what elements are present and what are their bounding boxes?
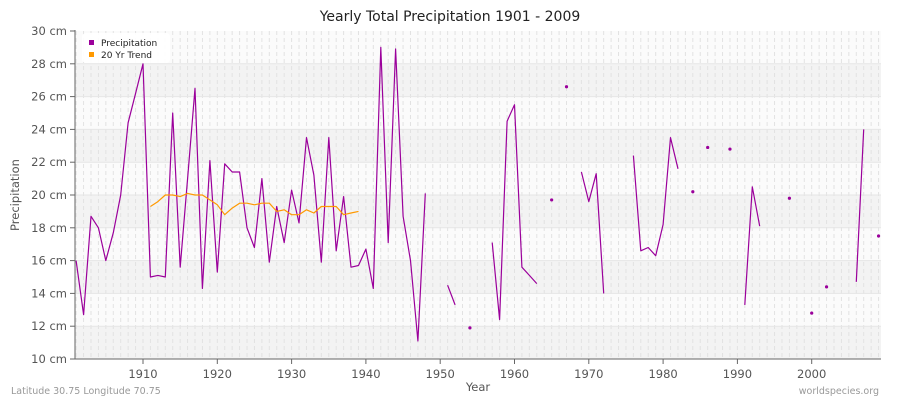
y-tick-label: 10 cm bbox=[31, 352, 67, 366]
x-tick-label: 1940 bbox=[351, 367, 380, 381]
legend-label-trend: 20 Yr Trend bbox=[101, 51, 152, 61]
data-point bbox=[810, 311, 814, 315]
data-point bbox=[468, 326, 472, 330]
data-point bbox=[787, 196, 792, 200]
x-tick-label: 1920 bbox=[203, 367, 232, 381]
data-line bbox=[491, 104, 538, 321]
data-line bbox=[855, 129, 865, 282]
axes: 10 cm 12 cm 14 cm 16 cm 18 cm 20 cm 22 cm 24 cm… bbox=[31, 24, 881, 381]
chart-title: Yearly Total Precipitation 1901 - 2009 bbox=[319, 9, 581, 25]
y-tick-label: 24 cm bbox=[31, 122, 67, 136]
x-tick-label: 2000 bbox=[797, 367, 826, 381]
series-precipitation bbox=[75, 46, 881, 342]
y-tick-label: 30 cm bbox=[31, 24, 67, 38]
y-tick-label: 16 cm bbox=[31, 254, 67, 268]
data-line bbox=[632, 137, 679, 257]
x-tick-label: 1970 bbox=[574, 367, 603, 381]
footer-source: worldspecies.org bbox=[799, 386, 879, 397]
data-line bbox=[75, 46, 426, 342]
data-point bbox=[564, 85, 569, 89]
data-line bbox=[447, 284, 456, 306]
data-series bbox=[75, 46, 881, 342]
data-point bbox=[728, 147, 732, 151]
legend-box bbox=[82, 33, 170, 63]
data-point bbox=[876, 234, 881, 238]
data-point bbox=[706, 145, 710, 150]
data-line bbox=[744, 186, 761, 305]
y-tick-label: 14 cm bbox=[31, 286, 67, 300]
footer-coordinates: Latitude 30.75 Longitude 70.75 bbox=[11, 386, 161, 397]
legend-swatch-precipitation bbox=[89, 40, 94, 45]
x-tick-label: 1910 bbox=[128, 367, 157, 381]
y-tick-label: 28 cm bbox=[31, 57, 67, 71]
y-tick-label: 20 cm bbox=[31, 188, 67, 202]
data-point bbox=[824, 285, 829, 289]
data-line bbox=[150, 192, 359, 216]
x-tick-label: 1950 bbox=[426, 367, 455, 381]
y-tick-label: 12 cm bbox=[31, 319, 67, 333]
x-tick-label: 1990 bbox=[723, 367, 752, 381]
data-line bbox=[580, 171, 605, 294]
x-tick-label: 1980 bbox=[648, 367, 677, 381]
y-tick-label: 26 cm bbox=[31, 90, 67, 104]
legend-swatch-trend bbox=[89, 52, 94, 57]
legend: Precipitation 20 Yr Trend bbox=[82, 33, 170, 63]
data-point bbox=[691, 190, 695, 194]
y-tick-label: 18 cm bbox=[31, 221, 67, 235]
grid-lines bbox=[75, 31, 881, 359]
y-axis-title: Precipitation bbox=[8, 159, 22, 231]
series-trend bbox=[150, 192, 359, 216]
data-point bbox=[550, 198, 554, 202]
y-tick-label: 22 cm bbox=[31, 155, 67, 169]
x-tick-label: 1930 bbox=[277, 367, 306, 381]
x-axis-title: Year bbox=[465, 380, 491, 394]
x-tick-label: 1960 bbox=[500, 367, 529, 381]
legend-label-precipitation: Precipitation bbox=[101, 39, 157, 49]
